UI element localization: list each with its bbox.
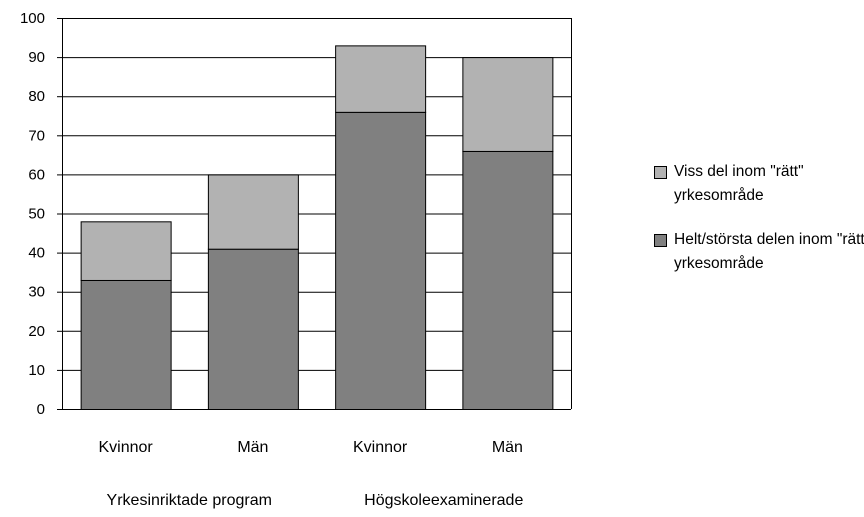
- y-tick-labels: 0 10 20 30 40 50 60 70 80 90 100: [20, 10, 45, 418]
- category-label: Kvinnor: [353, 439, 408, 456]
- y-tick-label: 100: [20, 10, 45, 27]
- bar-segment-partial: [335, 45, 427, 113]
- y-tick-label: 80: [28, 88, 45, 105]
- group-labels: Yrkesinriktade program Högskoleexaminerad…: [107, 492, 524, 509]
- y-tick-label: 70: [28, 127, 45, 144]
- category-label: Män: [492, 439, 523, 456]
- bar-segment-full: [80, 279, 172, 410]
- y-tick-label: 30: [28, 284, 45, 301]
- bar-segment-full: [462, 150, 554, 410]
- legend-item-full: Helt/största delen inom "rätt" yrkesområ…: [654, 228, 864, 276]
- y-tick-label: 0: [37, 401, 45, 418]
- category-label: Män: [237, 439, 268, 456]
- legend-item-partial: Viss del inom "rätt" yrkesområde: [654, 160, 864, 208]
- legend-label-partial: Viss del inom "rätt" yrkesområde: [674, 163, 804, 204]
- bar-segment-full: [207, 248, 299, 410]
- bar-segment-partial: [207, 174, 299, 250]
- y-tick-label: 60: [28, 166, 45, 183]
- group-label: Yrkesinriktade program: [107, 492, 272, 509]
- y-tick-label: 10: [28, 362, 45, 379]
- bar-segment-partial: [80, 221, 172, 281]
- legend: Viss del inom "rätt" yrkesområde Helt/st…: [654, 160, 864, 296]
- bar-segment-partial: [462, 57, 554, 152]
- category-labels: Kvinnor Män Kvinnor Män: [99, 439, 523, 456]
- category-label: Kvinnor: [99, 439, 154, 456]
- bars: [80, 45, 554, 410]
- legend-swatch-partial: [654, 166, 667, 179]
- y-tick-label: 20: [28, 323, 45, 340]
- bar-segment-full: [335, 111, 427, 410]
- y-tick-label: 50: [28, 206, 45, 223]
- legend-swatch-full: [654, 234, 667, 247]
- y-tick-label: 40: [28, 245, 45, 262]
- legend-label-full: Helt/största delen inom "rätt" yrkesområ…: [674, 231, 864, 272]
- axes: [57, 18, 572, 410]
- y-tick-label: 90: [28, 49, 45, 66]
- group-label: Högskoleexaminerade: [364, 492, 523, 509]
